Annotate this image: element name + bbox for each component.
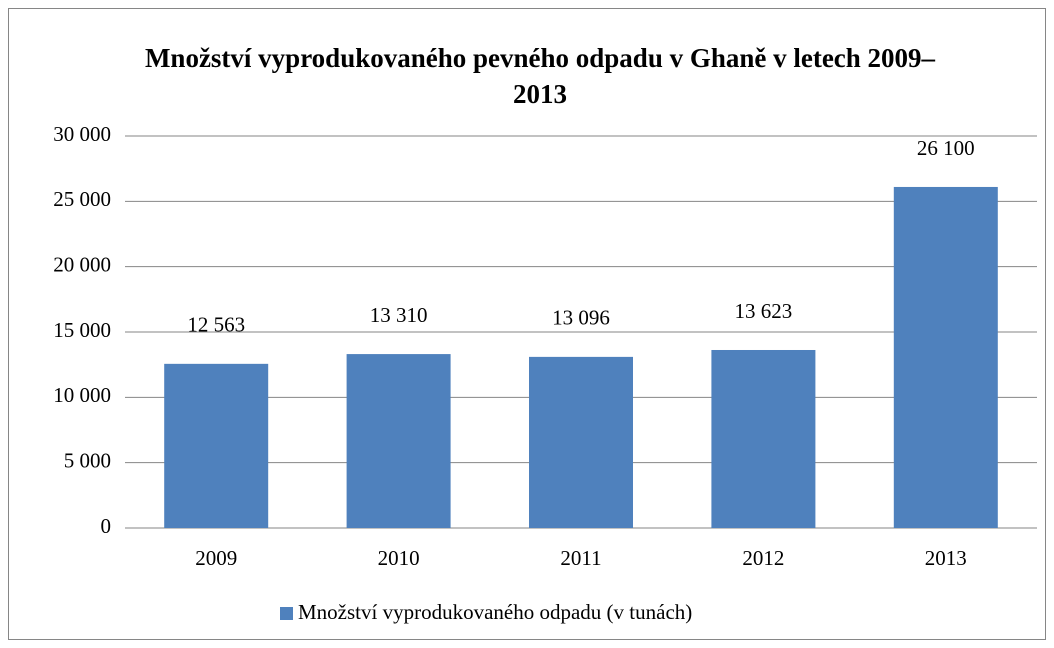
chart-frame	[8, 8, 1046, 640]
data-label: 13 096	[552, 306, 610, 330]
bar	[529, 356, 633, 528]
bar	[346, 354, 451, 528]
y-tick-label: 30 000	[53, 122, 111, 146]
x-tick-label: 2009	[195, 546, 237, 570]
y-tick-label: 5 000	[64, 448, 111, 472]
data-label: 26 100	[917, 136, 975, 160]
chart-title: Množství vyprodukovaného pevného odpadu …	[144, 43, 936, 109]
x-tick-label: 2011	[560, 546, 601, 570]
y-tick-label: 0	[101, 514, 112, 538]
data-label: 13 623	[735, 299, 793, 323]
bar	[164, 363, 269, 528]
y-tick-label: 25 000	[53, 187, 111, 211]
data-label: 12 563	[187, 313, 245, 337]
x-tick-label: 2012	[742, 546, 784, 570]
bar	[711, 349, 816, 528]
data-label: 13 310	[370, 303, 428, 327]
legend-label: Množství vyprodukovaného odpadu (v tunác…	[298, 600, 692, 624]
x-tick-label: 2013	[925, 546, 967, 570]
y-tick-label: 15 000	[53, 318, 111, 342]
y-tick-label: 10 000	[53, 383, 111, 407]
legend-swatch	[280, 607, 293, 620]
x-tick-label: 2010	[378, 546, 420, 570]
y-tick-label: 20 000	[53, 252, 111, 276]
bar	[893, 186, 998, 528]
